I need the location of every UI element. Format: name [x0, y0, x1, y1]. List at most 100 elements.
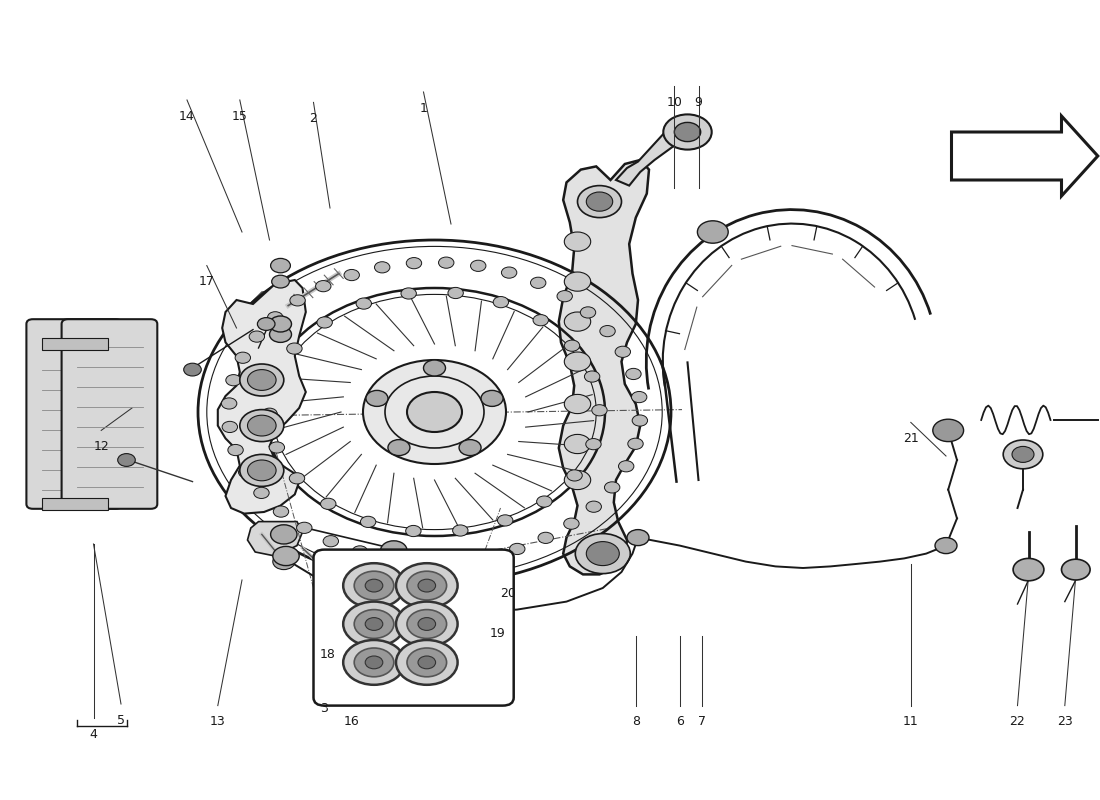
Circle shape	[502, 267, 517, 278]
Circle shape	[407, 648, 447, 677]
Circle shape	[534, 314, 549, 326]
Circle shape	[396, 640, 458, 685]
Circle shape	[320, 498, 336, 510]
Circle shape	[471, 260, 486, 271]
Circle shape	[566, 470, 582, 481]
Circle shape	[563, 518, 579, 530]
Circle shape	[396, 602, 458, 646]
Circle shape	[415, 556, 430, 567]
Text: 18: 18	[320, 648, 336, 661]
Circle shape	[396, 563, 458, 608]
Circle shape	[270, 442, 285, 453]
Circle shape	[564, 340, 580, 351]
Circle shape	[221, 398, 236, 409]
Text: 23: 23	[1057, 715, 1072, 728]
Text: 9: 9	[694, 96, 703, 109]
Circle shape	[586, 542, 619, 566]
Text: 5: 5	[117, 714, 125, 726]
Circle shape	[323, 536, 339, 547]
Circle shape	[381, 541, 407, 560]
Circle shape	[273, 554, 295, 570]
Circle shape	[354, 648, 394, 677]
Circle shape	[361, 516, 376, 527]
Circle shape	[254, 487, 270, 498]
FancyBboxPatch shape	[314, 550, 514, 706]
Circle shape	[366, 390, 388, 406]
Circle shape	[448, 287, 463, 298]
Circle shape	[1013, 558, 1044, 581]
Circle shape	[248, 415, 276, 436]
Circle shape	[354, 610, 394, 638]
Circle shape	[459, 439, 481, 455]
Circle shape	[267, 312, 283, 323]
Circle shape	[406, 258, 421, 269]
Circle shape	[627, 530, 649, 546]
Circle shape	[480, 551, 495, 562]
Circle shape	[564, 470, 591, 490]
Circle shape	[605, 482, 620, 493]
Circle shape	[448, 555, 463, 566]
Text: 10: 10	[667, 96, 682, 109]
Circle shape	[406, 526, 421, 537]
Circle shape	[388, 439, 410, 455]
Bar	[42, 498, 108, 510]
Text: 16: 16	[344, 715, 360, 728]
Circle shape	[424, 360, 446, 376]
Circle shape	[365, 579, 383, 592]
Circle shape	[663, 114, 712, 150]
Circle shape	[615, 346, 630, 358]
Circle shape	[365, 656, 383, 669]
Circle shape	[1012, 446, 1034, 462]
Text: 14: 14	[179, 110, 195, 122]
Circle shape	[407, 571, 447, 600]
Circle shape	[618, 461, 634, 472]
Circle shape	[626, 368, 641, 379]
Text: 7: 7	[697, 715, 706, 728]
Circle shape	[289, 473, 305, 484]
Circle shape	[581, 307, 596, 318]
Polygon shape	[248, 522, 302, 556]
Circle shape	[235, 352, 251, 363]
Text: 20: 20	[500, 587, 516, 600]
Circle shape	[343, 640, 405, 685]
Circle shape	[262, 408, 277, 419]
Circle shape	[226, 374, 241, 386]
Circle shape	[418, 656, 436, 669]
Circle shape	[497, 515, 513, 526]
Circle shape	[564, 394, 591, 414]
Circle shape	[273, 546, 299, 566]
Circle shape	[452, 525, 468, 536]
Circle shape	[538, 532, 553, 543]
Circle shape	[537, 496, 552, 507]
Circle shape	[249, 331, 264, 342]
Polygon shape	[559, 160, 649, 574]
Circle shape	[354, 571, 394, 600]
Circle shape	[600, 326, 615, 337]
Circle shape	[493, 297, 508, 308]
Text: 15: 15	[232, 110, 248, 122]
Circle shape	[564, 352, 591, 371]
Circle shape	[317, 317, 332, 328]
Circle shape	[407, 392, 462, 432]
Circle shape	[222, 422, 238, 433]
Circle shape	[631, 391, 647, 402]
Circle shape	[697, 221, 728, 243]
Circle shape	[240, 410, 284, 442]
Text: 13: 13	[210, 715, 225, 728]
Text: 21: 21	[903, 432, 918, 445]
Circle shape	[1062, 559, 1090, 580]
Circle shape	[228, 445, 243, 456]
Circle shape	[344, 270, 360, 281]
Text: 6: 6	[675, 715, 684, 728]
Circle shape	[509, 543, 525, 554]
Circle shape	[248, 370, 276, 390]
Circle shape	[267, 374, 283, 386]
Circle shape	[586, 438, 602, 450]
Text: 22: 22	[1010, 715, 1025, 728]
Circle shape	[592, 405, 607, 416]
Circle shape	[343, 563, 405, 608]
Circle shape	[118, 454, 135, 466]
Circle shape	[1003, 440, 1043, 469]
Circle shape	[240, 454, 284, 486]
Circle shape	[564, 232, 591, 251]
